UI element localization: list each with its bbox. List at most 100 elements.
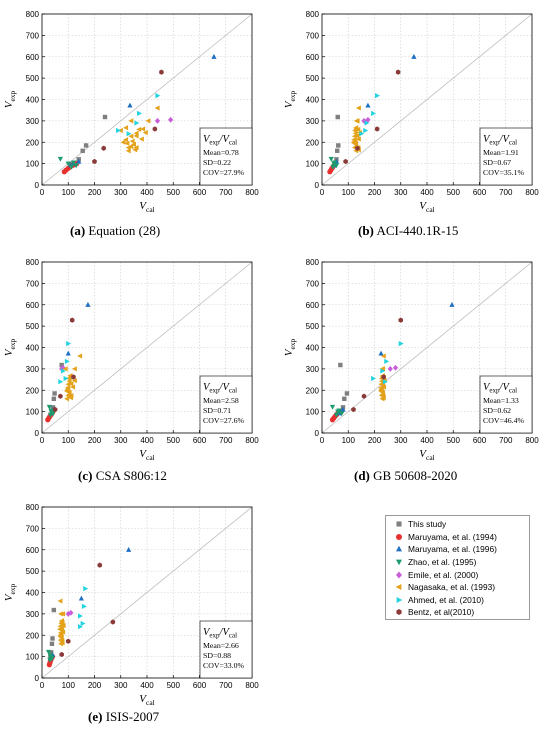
data-point <box>380 392 386 399</box>
x-tick-label: 700 <box>499 188 513 197</box>
data-point <box>354 133 360 139</box>
data-point <box>355 105 361 111</box>
x-axis-label: Vcal <box>419 448 434 462</box>
stats-box-frame <box>199 375 253 434</box>
y-tick-label: 700 <box>306 31 320 40</box>
y-tick-label: 500 <box>26 74 40 83</box>
x-tick-label: 300 <box>114 188 128 197</box>
data-point <box>142 130 148 136</box>
y-axis-label: Vexp <box>3 90 17 108</box>
reference-line <box>321 261 533 434</box>
data-point <box>77 353 83 359</box>
data-point <box>361 393 367 399</box>
x-tick-label: 100 <box>342 188 356 197</box>
series-emile-et-al-2000 <box>154 116 174 124</box>
data-point <box>110 619 116 625</box>
x-tick-label: 400 <box>140 188 154 197</box>
data-point <box>71 374 76 380</box>
data-point <box>335 114 340 120</box>
data-point <box>359 131 365 137</box>
x-tick-label: 100 <box>62 188 76 197</box>
series-nagasaka-et-al-1993 <box>350 105 363 154</box>
triangle-up-marker-icon <box>390 544 408 554</box>
data-point <box>57 598 63 604</box>
x-tick-label: 500 <box>447 188 461 197</box>
legend-item-maruyama-1994: Maruyama, et al. (1994) <box>390 531 525 544</box>
x-tick-label: 800 <box>245 681 259 690</box>
y-tick-label: 500 <box>26 567 40 576</box>
y-axis-label: Vexp <box>3 338 17 356</box>
series-bentz-et-al-2010 <box>59 562 116 658</box>
triangle-down-marker-icon <box>390 557 408 567</box>
data-point <box>65 161 71 167</box>
y-tick-label: 600 <box>26 546 40 555</box>
stats-mean: Mean=0.78 <box>203 148 239 157</box>
legend-item-nagasaka-1993: Nagasaka, et al. (1993) <box>390 581 525 594</box>
x-tick-label: 100 <box>62 436 76 445</box>
data-point <box>375 93 380 99</box>
data-point <box>140 126 146 132</box>
x-tick-label: 800 <box>525 436 539 445</box>
chart-a-caption-text: Equation (28) <box>88 223 161 238</box>
data-point <box>333 163 340 169</box>
data-point <box>78 595 84 601</box>
series-emile-et-al-2000 <box>65 609 74 617</box>
data-point <box>379 396 385 402</box>
data-point <box>381 374 386 380</box>
x-tick-label: 100 <box>342 436 356 445</box>
data-point <box>71 366 77 372</box>
stats-title: Vexp/Vcal <box>483 134 517 147</box>
stats-cov: COV=27.6% <box>203 416 245 425</box>
y-tick-label: 800 <box>26 258 40 267</box>
y-tick-label: 500 <box>306 322 320 331</box>
data-point <box>59 637 65 644</box>
data-point <box>133 144 139 151</box>
y-tick-label: 200 <box>26 631 40 640</box>
data-point <box>398 317 403 323</box>
y-tick-label: 200 <box>26 138 40 147</box>
data-point <box>131 141 136 147</box>
data-point <box>83 586 89 592</box>
data-point <box>380 368 386 374</box>
legend-label: Maruyama, et al. (1996) <box>408 544 497 555</box>
y-tick-label: 300 <box>26 365 40 374</box>
series-bentz-et-al-2010 <box>92 69 164 165</box>
data-point <box>339 411 345 417</box>
stats-cov: COV=27.9% <box>203 168 245 177</box>
data-point <box>66 341 72 347</box>
data-point <box>329 404 336 410</box>
stats-title: Vexp/Vcal <box>203 627 237 640</box>
data-point <box>364 120 370 126</box>
reference-line <box>41 261 253 434</box>
chart-c-caption: (c) CSA S806:12 <box>78 468 167 484</box>
data-point <box>59 362 64 368</box>
data-point <box>330 164 336 170</box>
data-point <box>68 609 74 616</box>
y-tick-label: 300 <box>26 117 40 126</box>
data-point <box>47 412 53 418</box>
y-tick-label: 700 <box>26 279 40 288</box>
data-point <box>378 350 384 356</box>
data-point <box>102 114 108 120</box>
data-point <box>80 620 86 627</box>
series-maruyama-et-al-1996 <box>336 301 455 416</box>
data-point <box>137 110 142 116</box>
data-point <box>64 388 70 394</box>
data-point <box>52 406 58 413</box>
x-tick-label: 200 <box>88 188 102 197</box>
x-tick-label: 300 <box>114 681 128 690</box>
data-point <box>126 131 132 137</box>
data-point <box>333 412 340 418</box>
y-axis-label: Vexp <box>283 90 297 108</box>
data-point <box>382 379 388 385</box>
data-point <box>128 133 134 139</box>
x-tick-label: 500 <box>167 681 181 690</box>
data-point <box>67 373 73 379</box>
x-tick-label: 700 <box>219 681 233 690</box>
data-point <box>77 624 83 630</box>
chart-c-caption-label: (c) <box>78 468 93 483</box>
stats-sd: SD=0.67 <box>483 158 511 167</box>
x-tick-label: 600 <box>193 188 207 197</box>
